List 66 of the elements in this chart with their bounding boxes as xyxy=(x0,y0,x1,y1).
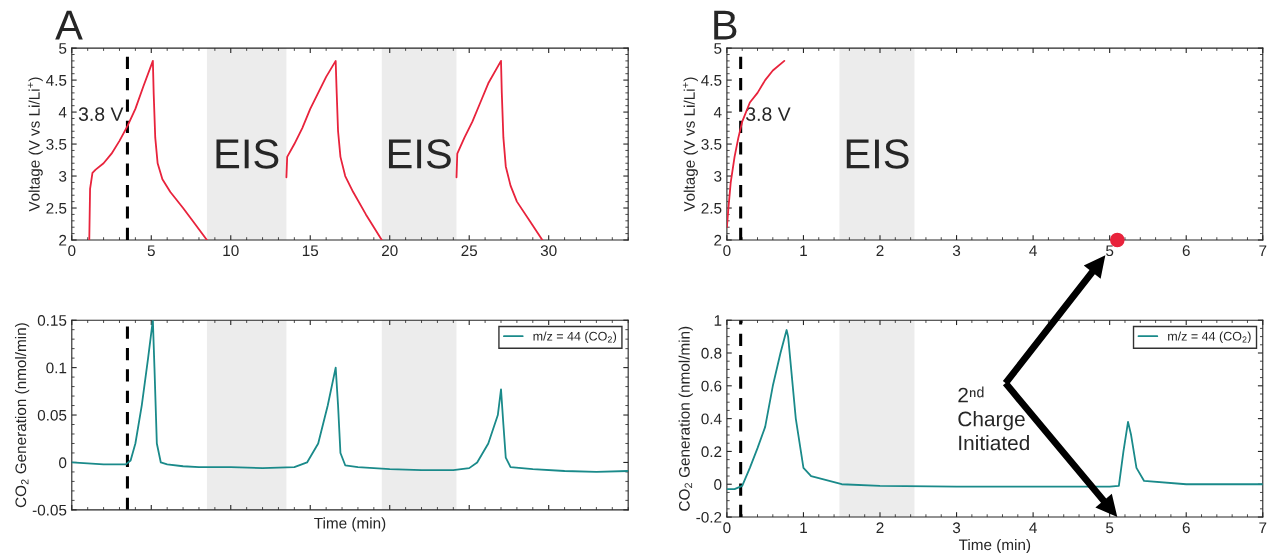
x-axis-title: Time (min) xyxy=(958,538,1031,553)
x-tick-label: 6 xyxy=(1182,522,1190,534)
annotation: 3.8 V xyxy=(746,107,791,122)
y-tick-label: 0.15 xyxy=(37,315,67,326)
x-tick-label: 25 xyxy=(461,245,478,257)
y-tick-label: 0.1 xyxy=(46,362,67,374)
annotation: 2ⁿᵈ Charge Initiated xyxy=(958,386,1029,451)
x-tick-label: 2 xyxy=(876,245,884,256)
x-tick-label: 7 xyxy=(1259,245,1267,256)
band-label: EIS xyxy=(846,139,909,169)
x-tick-label: 1 xyxy=(800,522,807,533)
x-tick-label: 2 xyxy=(876,522,884,533)
y-tick-label: 0 xyxy=(714,479,722,490)
x-tick-label: 10 xyxy=(223,245,239,257)
chart-title: A xyxy=(55,10,83,40)
x-tick-label: 1 xyxy=(800,245,807,256)
line-series xyxy=(726,329,1263,491)
x-tick-label: 4 xyxy=(1029,522,1037,533)
y-tick-label: 2 xyxy=(59,234,67,246)
x-tick-label: 0 xyxy=(723,522,731,534)
y-tick-label: 2.5 xyxy=(701,202,722,214)
x-tick-label: 0 xyxy=(723,245,731,257)
x-tick-label: 3 xyxy=(952,245,961,257)
x-axis-title: Time (min) xyxy=(314,517,386,532)
y-tick-label: 0.4 xyxy=(701,413,722,425)
x-tick-label: 7 xyxy=(1259,522,1267,533)
annotation: 3.8 V xyxy=(78,107,124,122)
x-tick-label: 5 xyxy=(1106,245,1114,257)
y-tick-label: 3 xyxy=(59,170,67,182)
legend-label: m/z = 44 (CO$_{2}$) xyxy=(1168,331,1251,344)
x-tick-label: 4 xyxy=(1029,245,1037,256)
y-tick-label: 1 xyxy=(714,315,722,326)
y-tick-label: 3 xyxy=(714,170,722,182)
x-tick-label: 15 xyxy=(302,245,319,257)
y-tick-label: 5 xyxy=(714,43,722,54)
y-axis-title: Voltage (V vs Li/Li$^{+}$) xyxy=(682,77,698,212)
x-tick-label: 5 xyxy=(1106,522,1114,534)
x-tick-label: 20 xyxy=(382,245,398,257)
x-tick-label: 0 xyxy=(68,245,76,257)
x-tick-label: 30 xyxy=(540,245,557,257)
y-tick-label: 2 xyxy=(714,234,722,246)
y-tick-label: 4.5 xyxy=(701,75,722,86)
x-tick-label: 5 xyxy=(147,245,155,257)
y-axis-title: CO$_{2}$ Generation (nmol/min) xyxy=(14,323,30,508)
legend-label: m/z = 44 (CO$_{2}$) xyxy=(533,331,617,344)
y-tick-label: 0 xyxy=(59,457,67,469)
y-tick-label: 0.8 xyxy=(701,347,722,359)
y-axis-title: CO$_{2}$ Generation (nmol/min) xyxy=(678,326,693,511)
y-tick-label: 3.5 xyxy=(46,138,67,150)
y-tick-label: 0.05 xyxy=(37,409,67,421)
y-tick-label: 4 xyxy=(58,107,67,118)
band-label: EIS xyxy=(388,139,451,169)
y-tick-label: 5 xyxy=(59,43,67,54)
x-tick-label: 6 xyxy=(1182,245,1190,257)
y-axis-title: Voltage (V vs Li/Li$^{+}$) xyxy=(27,77,43,212)
y-tick-label: -0.05 xyxy=(32,504,67,516)
chart-title: B xyxy=(714,10,737,40)
y-tick-label: 3.5 xyxy=(701,138,722,150)
y-tick-label: 4.5 xyxy=(46,75,67,86)
y-tick-label: -0.2 xyxy=(696,511,722,523)
band-label: EIS xyxy=(216,139,279,169)
x-tick-label: 3 xyxy=(952,522,961,534)
y-tick-label: 4 xyxy=(713,107,722,118)
y-tick-label: 0.2 xyxy=(701,446,722,458)
y-tick-label: 2.5 xyxy=(46,202,67,214)
y-tick-label: 0.6 xyxy=(701,380,722,392)
